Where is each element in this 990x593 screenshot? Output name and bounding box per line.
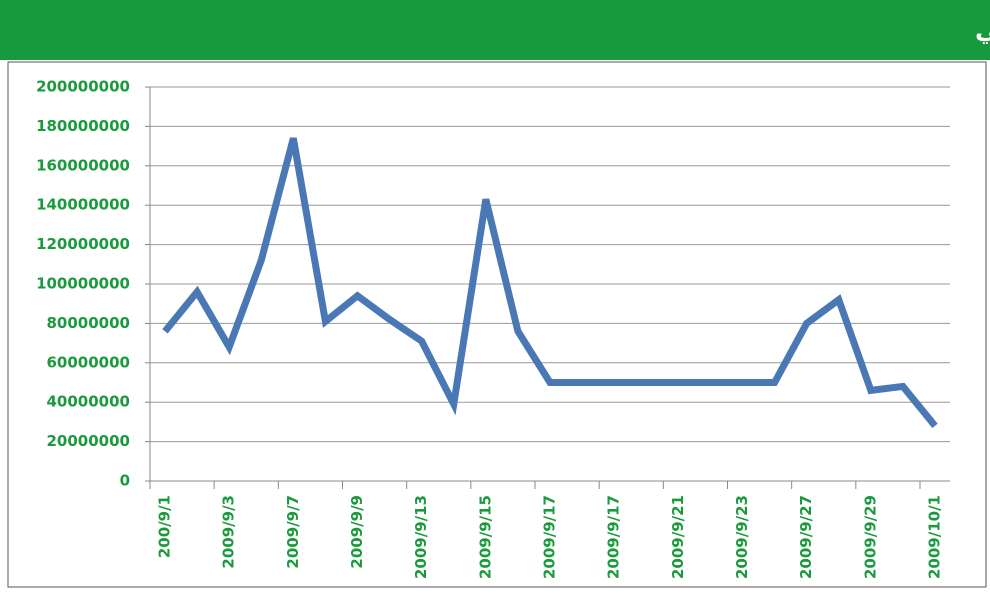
y-tick-label: 80000000 (47, 314, 131, 332)
x-tick-label: 2009/9/15 (476, 495, 494, 579)
y-tick-label: 40000000 (47, 393, 131, 411)
frame (7, 61, 987, 588)
y-tick-label: 120000000 (36, 235, 130, 253)
x-tick-label: 2009/9/9 (348, 495, 366, 569)
x-tick-label: 2009/9/29 (861, 495, 879, 579)
chart-title: تراجع القيمة خلال الفترة الماضية منذ بدا… (975, 15, 990, 45)
x-tick-label: 2009/9/23 (733, 495, 751, 579)
x-tick-label: 2009/9/27 (797, 495, 815, 579)
y-tick-label: 0 (120, 472, 130, 490)
x-tick-label: 2009/9/7 (284, 495, 302, 569)
y-tick-label: 160000000 (36, 156, 130, 174)
x-tick-label: 2009/9/17 (605, 495, 623, 579)
x-tick-label: 2009/9/21 (669, 495, 687, 579)
y-tick-label: 100000000 (36, 275, 130, 293)
header-bar (0, 0, 990, 60)
y-tick-label: 140000000 (36, 196, 130, 214)
line (162, 137, 938, 429)
y-tick-label: 200000000 (36, 78, 130, 96)
x-tick-label: 2009/9/13 (412, 495, 430, 579)
x-tick-label: 2009/9/17 (541, 495, 559, 579)
y-tick-label: 20000000 (47, 432, 131, 450)
x-tick-label: 2009/9/3 (220, 495, 238, 569)
y-tick-label: 60000000 (47, 353, 131, 371)
x-tick-label: 2009/10/1 (926, 495, 944, 579)
x-tick-label: 200/9/1 (156, 495, 174, 558)
y-tick-label: 180000000 (36, 117, 130, 135)
